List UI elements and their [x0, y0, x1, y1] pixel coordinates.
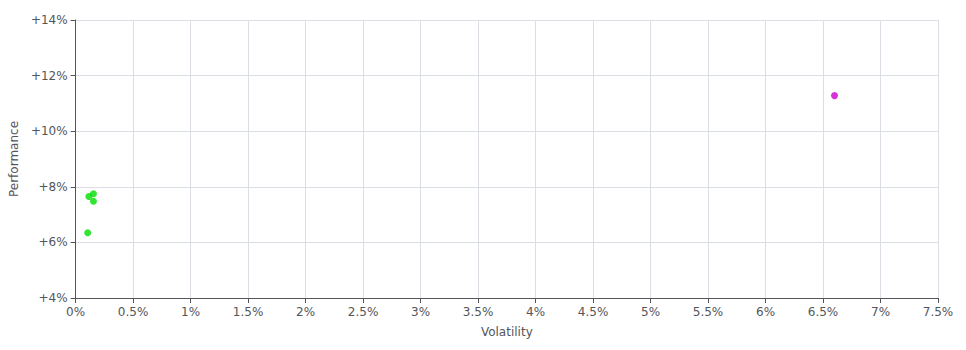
- svg-text:1%: 1%: [181, 305, 200, 319]
- svg-text:5.5%: 5.5%: [693, 305, 724, 319]
- svg-text:Volatility: Volatility: [481, 325, 533, 339]
- svg-text:Performance: Performance: [7, 121, 21, 197]
- svg-text:+14%: +14%: [31, 13, 68, 27]
- svg-text:4.5%: 4.5%: [578, 305, 609, 319]
- svg-text:6.5%: 6.5%: [808, 305, 839, 319]
- svg-text:7%: 7%: [871, 305, 890, 319]
- svg-text:5%: 5%: [641, 305, 660, 319]
- svg-text:6%: 6%: [756, 305, 775, 319]
- svg-text:3%: 3%: [411, 305, 430, 319]
- svg-text:+8%: +8%: [39, 180, 68, 194]
- svg-text:+4%: +4%: [39, 291, 68, 305]
- svg-text:0%: 0%: [66, 305, 85, 319]
- svg-text:+10%: +10%: [31, 124, 68, 138]
- svg-text:2.5%: 2.5%: [348, 305, 379, 319]
- svg-text:2%: 2%: [296, 305, 315, 319]
- svg-text:+6%: +6%: [39, 235, 68, 249]
- svg-text:3.5%: 3.5%: [463, 305, 494, 319]
- svg-text:7.5%: 7.5%: [923, 305, 954, 319]
- svg-text:0.5%: 0.5%: [118, 305, 149, 319]
- svg-text:1.5%: 1.5%: [233, 305, 264, 319]
- svg-text:4%: 4%: [526, 305, 545, 319]
- svg-text:+12%: +12%: [31, 69, 68, 83]
